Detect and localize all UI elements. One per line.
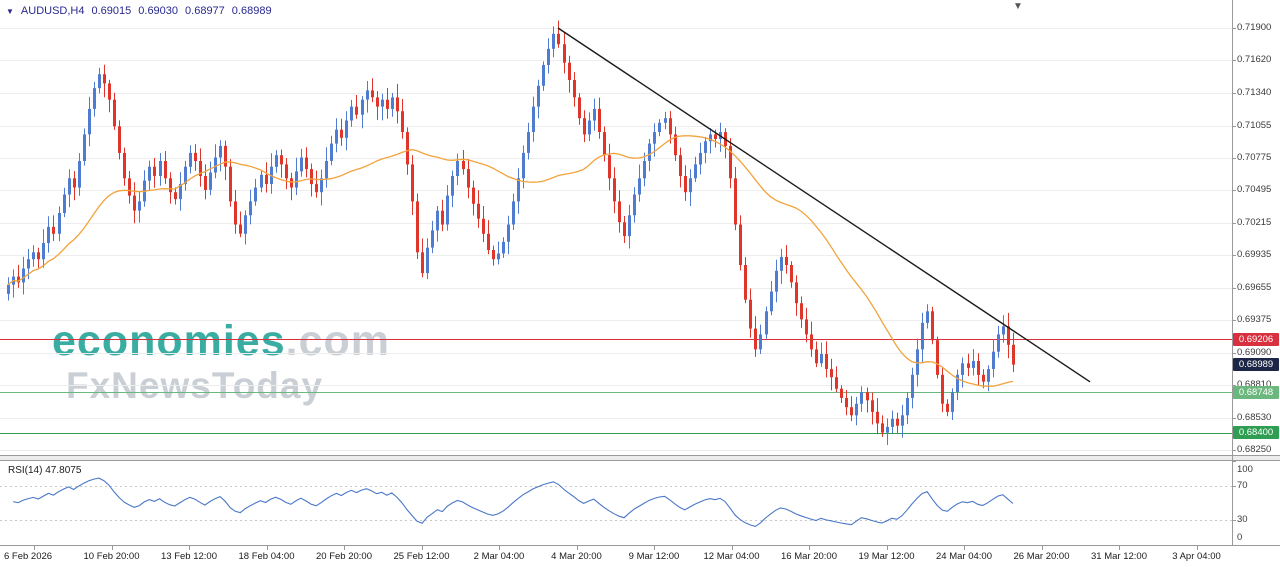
time-tick-label: 26 Mar 20:00 (1013, 551, 1070, 562)
time-tick-label: 10 Feb 20:00 (83, 551, 140, 562)
price-tick-label: 0.69090 (1237, 346, 1272, 358)
price-tick-label: 0.69655 (1237, 281, 1272, 293)
price-level-tag: 0.69206 (1233, 332, 1279, 346)
low-value: 0.68977 (185, 5, 225, 17)
high-value: 0.69030 (138, 5, 179, 17)
price-tick-label: 0.71900 (1237, 22, 1272, 33)
time-tick-label: 13 Feb 12:00 (161, 551, 217, 562)
price-tick-label: 0.68530 (1237, 411, 1272, 423)
price-axis[interactable]: 0.71900 0.71620 0.71340 0.71055 0.70775 0.704… (1232, 0, 1280, 545)
rsi-indicator-label: RSI(14) 47.8075 (8, 465, 82, 476)
symbol-ohlc-readout: ▼ AUDUSD,H4 0.69015 0.69030 0.68977 0.68… (6, 5, 272, 17)
watermark-brand: economies (52, 317, 286, 365)
current-price-tag: 0.68989 (1233, 358, 1279, 372)
time-axis[interactable]: 6 Feb 2026 10 Feb 20:00 13 Feb 12:00 18 Feb… (0, 545, 1232, 567)
time-tick-label: 25 Feb 12:00 (393, 551, 450, 562)
time-tick-label: 12 Mar 04:00 (703, 551, 760, 562)
time-tick-label: 9 Mar 12:00 (628, 551, 680, 562)
price-tick-label: 0.70495 (1237, 184, 1272, 196)
rsi-tick-label: 0 (1237, 532, 1243, 543)
time-tick-label: 18 Feb 04:00 (238, 551, 295, 562)
price-tick-label: 0.70775 (1237, 152, 1272, 164)
time-tick-label: 24 Mar 04:00 (936, 551, 992, 562)
price-tick-label: 0.69935 (1237, 249, 1272, 261)
time-tick-label: 16 Mar 20:00 (781, 551, 837, 562)
price-tick-label: 0.68250 (1237, 444, 1272, 455)
symbol-dropdown-icon[interactable]: ▼ (6, 6, 14, 16)
rsi-tick-label: 70 (1237, 480, 1248, 492)
symbol-label: AUDUSD,H4 (20, 5, 85, 17)
time-tick-label: 19 Mar 12:00 (858, 551, 915, 562)
price-tick-label: 0.69375 (1237, 313, 1272, 325)
close-value: 0.68989 (231, 5, 272, 17)
watermark-suffix: .com (285, 317, 391, 365)
price-level-tag: 0.68748 (1233, 385, 1279, 399)
chart-shift-icon: ▼ (1013, 1, 1023, 12)
time-tick-label: 3 Apr 04:00 (1172, 551, 1221, 562)
time-tick-label: 20 Feb 20:00 (316, 551, 372, 562)
price-tick-label: 0.68810 (1237, 379, 1272, 391)
time-tick-label: 31 Mar 12:00 (1091, 551, 1147, 562)
price-tick-label: 0.70215 (1237, 216, 1272, 228)
price-tick-label: 0.71340 (1237, 86, 1272, 98)
rsi-tick-label: 30 (1237, 513, 1248, 525)
price-level-tag: 0.68400 (1233, 426, 1279, 440)
open-value: 0.69015 (91, 5, 132, 17)
time-tick-label: 4 Mar 20:00 (551, 551, 602, 562)
price-tick-label: 0.71055 (1237, 119, 1272, 131)
time-tick-label: 2 Mar 04:00 (473, 551, 525, 562)
rsi-tick-label: 100 (1237, 464, 1253, 475)
time-tick-label: 6 Feb 2026 (4, 551, 53, 562)
price-tick-label: 0.71620 (1237, 54, 1272, 66)
